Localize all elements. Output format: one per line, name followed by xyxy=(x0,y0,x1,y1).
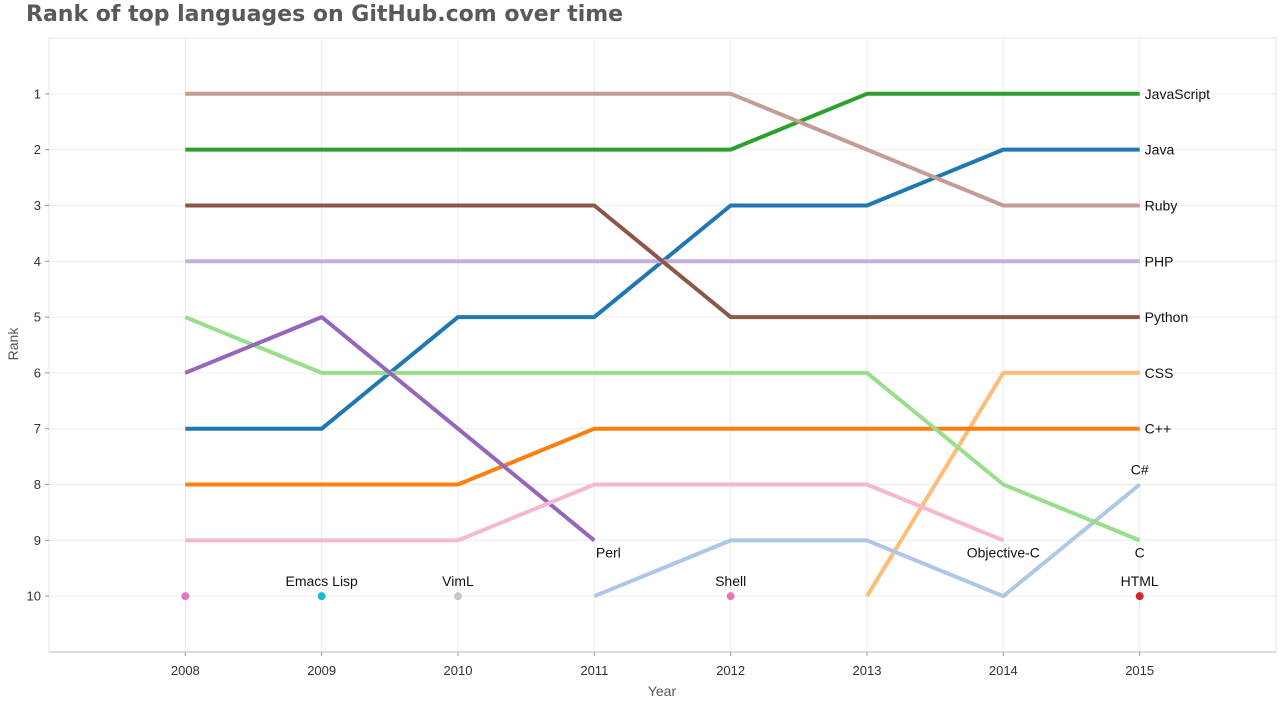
series-label-javascript: JavaScript xyxy=(1145,86,1210,102)
y-tick-label: 1 xyxy=(34,86,41,101)
y-tick-label: 8 xyxy=(34,477,41,492)
y-tick-label: 2 xyxy=(34,142,41,157)
x-tick-label: 2009 xyxy=(307,663,336,678)
y-tick-label: 6 xyxy=(34,365,41,380)
series-label-python: Python xyxy=(1145,309,1189,325)
x-tick-label: 2010 xyxy=(444,663,473,678)
x-tick-label: 2015 xyxy=(1125,663,1154,678)
series-label-c-: C# xyxy=(1131,462,1149,478)
series-line-javascript xyxy=(185,91,1140,152)
series-line-css xyxy=(865,370,1140,598)
series-line-ruby xyxy=(185,91,1140,208)
series-point-shell xyxy=(726,592,735,601)
series-line-c- xyxy=(593,482,1141,599)
series-line-objective-c xyxy=(185,482,1005,543)
x-tick-label: 2014 xyxy=(989,663,1018,678)
series-label-php: PHP xyxy=(1145,253,1174,269)
y-tick-label: 5 xyxy=(34,310,41,325)
series-point-html xyxy=(1135,592,1144,601)
y-tick-label: 3 xyxy=(34,198,41,213)
series-label-c: C xyxy=(1135,544,1145,560)
series-point-shell xyxy=(181,592,190,601)
x-axis-title: Year xyxy=(648,683,677,699)
series-label-java: Java xyxy=(1145,142,1175,158)
x-tick-label: 2008 xyxy=(171,663,200,678)
series-line-c xyxy=(184,315,1141,543)
series-line-c- xyxy=(185,426,1140,487)
series-label-emacs-lisp: Emacs Lisp xyxy=(285,573,358,589)
axes: 1 2 3 4 5 6 7 8 9 10 2008 2009 2010 2011 2012 2013 2014 2… xyxy=(27,86,1276,678)
chart-title: Rank of top languages on GitHub.com over… xyxy=(26,2,624,27)
series-label-viml: VimL xyxy=(442,573,474,589)
series-label-css: CSS xyxy=(1145,365,1174,381)
series-label-shell: Shell xyxy=(715,573,746,589)
y-tick-label: 4 xyxy=(34,254,41,269)
series-line-perl xyxy=(184,315,596,542)
series-lines xyxy=(184,91,1141,599)
x-tick-label: 2011 xyxy=(580,663,608,678)
series-label-html: HTML xyxy=(1121,573,1159,589)
y-tick-label: 9 xyxy=(34,533,41,548)
series-points xyxy=(181,592,1144,601)
series-point-viml xyxy=(454,592,462,601)
series-label-perl: Perl xyxy=(596,544,621,560)
series-line-python xyxy=(185,203,1140,320)
x-tick-label: 2013 xyxy=(853,663,882,678)
series-labels: JavaScript Java Ruby PHP Python CSS C++ C# C Perl… xyxy=(285,86,1210,589)
y-axis-title: Rank xyxy=(5,327,21,361)
plot-frame xyxy=(48,37,1277,653)
y-tick-label: 10 xyxy=(27,589,41,604)
series-point-emacs-lisp xyxy=(317,592,326,601)
grid xyxy=(48,37,1277,653)
y-tick-label: 7 xyxy=(34,421,41,436)
x-tick-label: 2012 xyxy=(716,663,745,678)
series-label-c-: C++ xyxy=(1145,421,1171,437)
series-label-ruby: Ruby xyxy=(1145,197,1178,213)
series-label-objective-c: Objective-C xyxy=(967,544,1040,560)
